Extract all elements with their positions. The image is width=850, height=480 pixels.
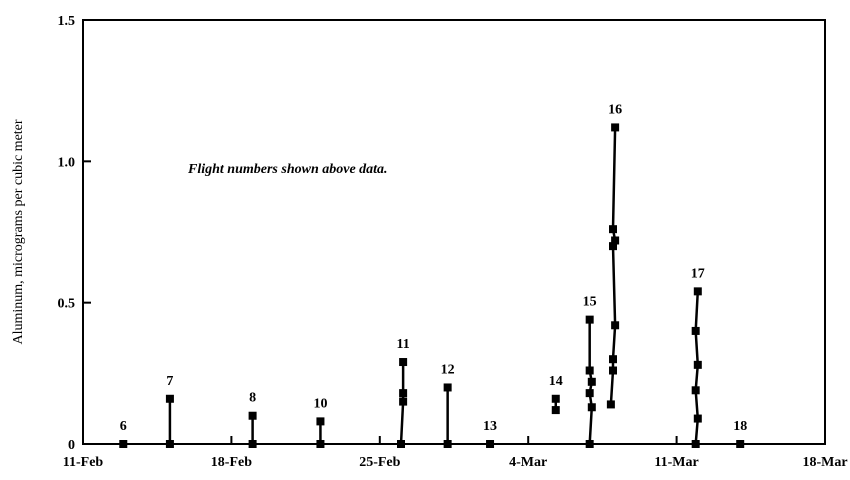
data-point bbox=[691, 440, 700, 448]
data-point bbox=[443, 383, 452, 392]
data-point bbox=[316, 417, 325, 426]
data-point bbox=[248, 440, 257, 448]
flight-number: 16 bbox=[608, 102, 622, 117]
data-point bbox=[443, 440, 452, 448]
data-point bbox=[609, 242, 617, 251]
annotation: Flight numbers shown above data. bbox=[187, 162, 388, 177]
x-tick-label: 25-Feb bbox=[359, 455, 400, 470]
data-point bbox=[693, 414, 702, 423]
data-point bbox=[165, 440, 174, 448]
data-point bbox=[611, 236, 620, 245]
data-point bbox=[585, 389, 594, 398]
flight-line bbox=[399, 362, 405, 445]
data-point bbox=[587, 403, 596, 412]
data-point bbox=[691, 386, 700, 395]
flight-number: 17 bbox=[691, 266, 705, 281]
data-point bbox=[606, 400, 615, 409]
data-point bbox=[693, 287, 702, 296]
flight-number: 18 bbox=[733, 419, 747, 434]
flight-line bbox=[694, 291, 700, 445]
x-tick-label: 11-Mar bbox=[654, 455, 698, 470]
flight-number: 10 bbox=[313, 396, 327, 411]
data-point bbox=[609, 225, 617, 234]
data-point bbox=[551, 406, 560, 415]
data-point bbox=[486, 440, 495, 448]
data-point bbox=[585, 315, 594, 324]
data-point bbox=[399, 397, 408, 406]
data-point bbox=[165, 394, 174, 403]
flight-number: 14 bbox=[549, 374, 563, 389]
data-point bbox=[248, 411, 257, 420]
flight-number: 6 bbox=[120, 419, 127, 434]
data-point bbox=[691, 326, 700, 335]
data-point bbox=[609, 366, 617, 375]
x-tick-label: 18-Feb bbox=[211, 455, 252, 470]
plot-frame bbox=[82, 19, 826, 445]
flight-number: 7 bbox=[166, 374, 173, 389]
data-point bbox=[693, 360, 702, 369]
data-point bbox=[609, 355, 617, 364]
data-point bbox=[316, 440, 325, 448]
flight-line bbox=[588, 319, 594, 445]
data-point bbox=[611, 123, 620, 132]
data-point bbox=[611, 321, 620, 330]
data-point bbox=[585, 440, 594, 448]
flight-number: 12 bbox=[441, 362, 455, 377]
data-point bbox=[119, 440, 128, 448]
flight-number: 8 bbox=[249, 391, 256, 406]
flight-number: 13 bbox=[483, 419, 497, 434]
data-point bbox=[399, 389, 408, 398]
x-tick-label: 4-Mar bbox=[509, 455, 547, 470]
data-point bbox=[587, 377, 596, 386]
y-tick-label: 1.5 bbox=[58, 14, 76, 29]
data-point bbox=[551, 394, 560, 403]
x-tick-label: 11-Feb bbox=[63, 455, 104, 470]
data-point bbox=[397, 440, 405, 448]
y-tick-label: 0 bbox=[68, 438, 75, 453]
data-point bbox=[736, 440, 745, 448]
data-point bbox=[399, 358, 408, 367]
y-tick-label: 0.5 bbox=[58, 297, 76, 312]
flight-number: 11 bbox=[397, 337, 410, 352]
flight-number: 15 bbox=[583, 295, 597, 310]
y-axis-label: Aluminum, micrograms per cubic meter bbox=[11, 119, 26, 344]
y-tick-label: 1.0 bbox=[58, 155, 76, 170]
x-tick-label: 18-Mar bbox=[802, 455, 847, 470]
data-point bbox=[585, 366, 594, 375]
